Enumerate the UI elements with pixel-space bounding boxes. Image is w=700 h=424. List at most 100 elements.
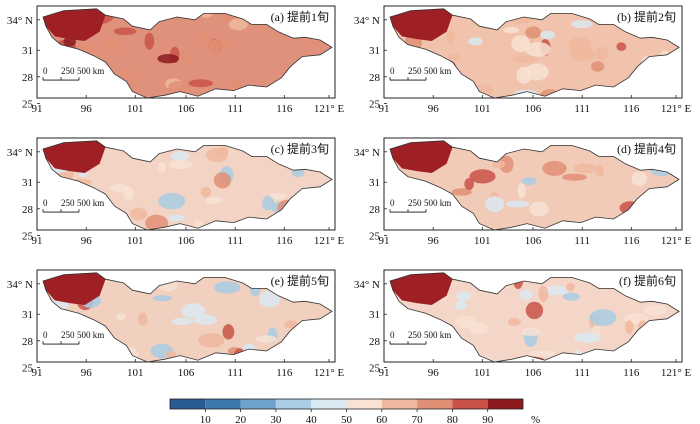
x-tick-label: 111	[574, 103, 590, 115]
scale-bar: 0 250 500 km	[389, 198, 451, 213]
panel-title: (d) 提前4旬	[617, 141, 676, 156]
y-tick-label: 31	[22, 45, 33, 57]
tibet-plateau-region	[43, 140, 106, 173]
y-tick-label: 34° N	[354, 279, 380, 291]
x-tick-label: 96	[81, 367, 93, 379]
colorbar-label: 90	[482, 414, 494, 424]
scale-bar-label: 250	[408, 66, 422, 76]
y-tick-label: 34° N	[354, 15, 380, 27]
basin-fill	[390, 140, 679, 230]
x-tick-label: 116	[623, 235, 640, 247]
panel-title: (a) 提前1旬	[271, 9, 329, 24]
y-tick-label: 28	[369, 336, 381, 348]
x-tick-label: 111	[574, 367, 590, 379]
x-tick-label: 106	[178, 103, 195, 115]
panel-title: (c) 提前3旬	[271, 141, 329, 156]
colorbar-label: 60	[376, 414, 388, 424]
scale-bar: 0 250 500 km	[42, 66, 104, 81]
x-tick-label: 111	[574, 235, 590, 247]
x-tick-label: 121° E	[314, 367, 345, 379]
colorbar-swatch	[452, 399, 488, 409]
x-tick-label: 91	[379, 235, 390, 247]
x-tick-label: 91	[32, 103, 43, 115]
scale-bar-label: 0	[43, 66, 48, 76]
colorbar-label: 80	[447, 414, 459, 424]
x-tick-label: 121° E	[314, 235, 345, 247]
scale-bar-label: 500 km	[77, 330, 104, 340]
y-tick-label: 25	[369, 231, 381, 243]
colorbar: 10 20 30 40 50 60 70 80 90%	[169, 398, 540, 424]
x-tick-label: 111	[227, 103, 243, 115]
tibet-plateau-region	[390, 8, 453, 42]
x-tick-label: 96	[428, 103, 440, 115]
x-tick-label: 121° E	[661, 367, 692, 379]
y-tick-label: 28	[369, 72, 381, 84]
x-tick-label: 106	[525, 103, 542, 115]
colorbar-swatch	[275, 399, 312, 409]
y-tick-label: 31	[22, 177, 33, 189]
scale-bar-label: 250	[408, 198, 422, 208]
x-tick-label: 106	[525, 367, 542, 379]
x-tick-label: 121° E	[661, 235, 692, 247]
x-tick-label: 101	[127, 103, 144, 115]
x-tick-label: 121° E	[661, 103, 692, 115]
y-tick-label: 34° N	[7, 147, 33, 159]
x-tick-label: 96	[81, 235, 93, 247]
x-tick-label: 121° E	[314, 103, 345, 115]
panel-title: (f) 提前6旬	[619, 273, 676, 288]
scale-bar: 0 250 500 km	[389, 66, 451, 81]
x-tick-label: 106	[178, 367, 195, 379]
scale-bar: 0 250 500 km	[389, 330, 451, 345]
scale-bar-label: 0	[43, 330, 48, 340]
y-tick-label: 28	[22, 204, 34, 216]
colorbar-swatch	[381, 399, 418, 409]
basin-fill	[43, 140, 332, 230]
x-tick-label: 96	[81, 103, 93, 115]
x-tick-label: 101	[127, 235, 144, 247]
panel-title: (b) 提前2旬	[617, 9, 676, 24]
scale-bar-label: 500 km	[77, 66, 104, 76]
x-tick-label: 91	[379, 103, 390, 115]
y-tick-label: 31	[369, 45, 380, 57]
x-tick-label: 101	[474, 367, 491, 379]
colorbar-swatch	[417, 399, 453, 409]
scale-bar-label: 250	[61, 198, 75, 208]
y-tick-label: 31	[369, 309, 380, 321]
colorbar-unit: %	[531, 414, 540, 424]
tibet-plateau-region	[390, 272, 453, 305]
y-tick-label: 25	[22, 363, 34, 375]
colorbar-label: 30	[270, 414, 282, 424]
tibet-plateau-region	[390, 140, 453, 173]
colorbar-swatch	[205, 399, 241, 409]
x-tick-label: 96	[428, 367, 440, 379]
scale-bar: 0 250 500 km	[42, 330, 104, 345]
colorbar-label: 50	[341, 414, 353, 424]
x-tick-label: 116	[276, 103, 293, 115]
colorbar-swatch	[487, 399, 523, 409]
y-tick-label: 25	[369, 363, 381, 375]
y-tick-label: 28	[22, 336, 34, 348]
y-tick-label: 28	[369, 204, 381, 216]
y-tick-label: 31	[22, 309, 33, 321]
x-tick-label: 116	[276, 367, 293, 379]
y-tick-label: 25	[22, 99, 34, 111]
scale-bar-label: 250	[408, 330, 422, 340]
x-tick-label: 101	[127, 367, 144, 379]
tibet-plateau-region	[43, 8, 106, 42]
scale-bar-label: 500 km	[424, 66, 451, 76]
y-tick-label: 28	[22, 72, 34, 84]
colorbar-label: 20	[235, 414, 247, 424]
x-tick-label: 101	[474, 103, 491, 115]
y-tick-label: 31	[369, 177, 380, 189]
colorbar-swatch	[311, 399, 347, 409]
x-tick-label: 91	[32, 235, 43, 247]
y-tick-label: 34° N	[7, 279, 33, 291]
scale-bar-label: 500 km	[77, 198, 104, 208]
x-tick-label: 96	[428, 235, 440, 247]
colorbar-swatch	[240, 399, 276, 409]
scale-bar-label: 500 km	[424, 330, 451, 340]
